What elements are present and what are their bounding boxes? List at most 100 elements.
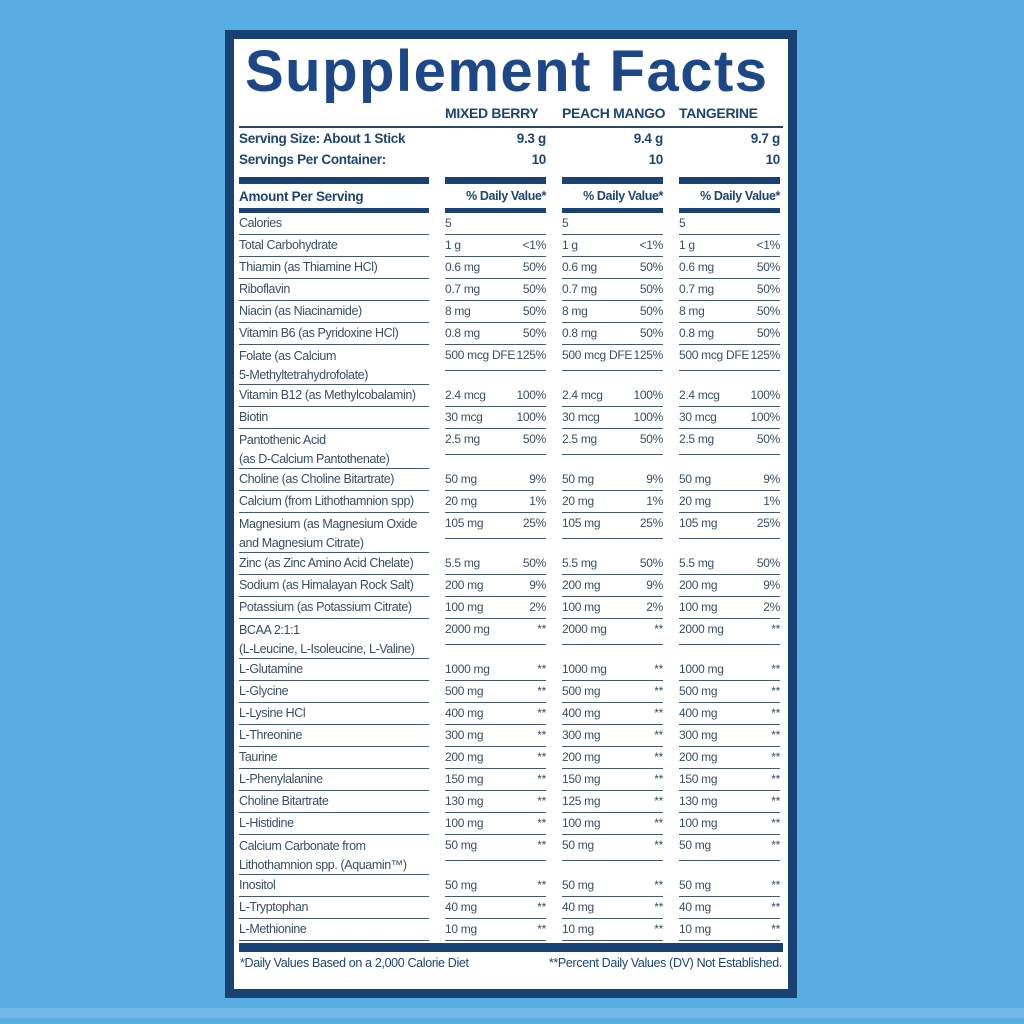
nutrient-name: Inositol <box>239 875 429 897</box>
amount-value: 40 mg <box>679 900 711 914</box>
nutrient-value-tangerine: 2.4 mcg 100% <box>679 385 780 407</box>
amount-value: 0.6 mg <box>562 260 597 274</box>
daily-value-percent: ** <box>654 878 663 892</box>
daily-value-percent: 25% <box>756 516 780 530</box>
nutrient-value-peach-mango: 50 mg ** <box>562 875 663 897</box>
amount-value: 8 mg <box>679 304 705 318</box>
amount-value: 0.7 mg <box>679 282 714 296</box>
serving-value-tangerine: 9.7 g <box>750 131 781 146</box>
nutrient-name: L-Phenylalanine <box>239 769 429 791</box>
amount-value: 105 mg <box>445 516 484 530</box>
daily-value-percent: ** <box>537 662 546 676</box>
daily-value-percent: ** <box>771 922 780 936</box>
amount-value: 40 mg <box>445 900 477 914</box>
nutrient-value-tangerine: 0.7 mg 50% <box>679 279 780 301</box>
amount-value: 1000 mg <box>562 662 607 676</box>
amount-value: 1 g <box>679 238 695 252</box>
amount-value: 1 g <box>445 238 461 252</box>
bottom-divider-bar <box>239 943 783 952</box>
nutrient-value-tangerine: 30 mcg 100% <box>679 407 780 429</box>
amount-value: 5 <box>445 216 452 230</box>
daily-value-percent: 50% <box>522 304 546 318</box>
nutrient-value-tangerine: 100 mg ** <box>679 813 780 835</box>
daily-value-percent: ** <box>654 816 663 830</box>
flavor-header-peach-mango: PEACH MANGO <box>562 105 666 121</box>
daily-value-percent: 2% <box>529 600 546 614</box>
daily-value-percent: ** <box>771 838 780 852</box>
amount-value: 300 mg <box>445 728 484 742</box>
nutrient-name: Zinc (as Zinc Amino Acid Chelate) <box>239 553 429 575</box>
amount-value: 20 mg <box>562 494 594 508</box>
amount-value: 5.5 mg <box>562 556 597 570</box>
amount-value: 150 mg <box>445 772 484 786</box>
nutrient-row-calcium-carbonate-from: Calcium Carbonate from Lithothamnion spp… <box>239 835 783 875</box>
nutrient-value-tangerine: 2.5 mg 50% <box>679 429 780 455</box>
daily-value-percent: 125% <box>750 348 781 362</box>
nutrient-value-mixed-berry: 40 mg ** <box>445 897 546 919</box>
daily-value-percent: ** <box>654 750 663 764</box>
nutrient-value-tangerine: 100 mg 2% <box>679 597 780 619</box>
amount-per-serving-row: Amount Per Serving % Daily Value* % Daily … <box>239 184 783 208</box>
nutrient-row-vitamin-b12-as-methylcobalamin: Vitamin B12 (as Methylcobalamin) 2.4 mcg 1… <box>239 385 783 407</box>
nutrient-row-l-methionine: L-Methionine 10 mg ** 10 mg ** 10 mg ** <box>239 919 783 941</box>
daily-value-percent: 50% <box>756 260 780 274</box>
nutrient-value-mixed-berry: 8 mg 50% <box>445 301 546 323</box>
nutrient-value-peach-mango: 105 mg 25% <box>562 513 663 539</box>
amount-value: 5 <box>562 216 569 230</box>
nutrient-value-tangerine: 0.6 mg 50% <box>679 257 780 279</box>
amount-value: 1 g <box>562 238 578 252</box>
daily-value-percent: ** <box>537 816 546 830</box>
nutrient-value-tangerine: 50 mg 9% <box>679 469 780 491</box>
nutrient-name: Sodium (as Himalayan Rock Salt) <box>239 575 429 597</box>
nutrient-value-peach-mango: 5.5 mg 50% <box>562 553 663 575</box>
daily-value-percent: ** <box>771 878 780 892</box>
amount-value: 500 mcg DFE <box>562 348 633 362</box>
amount-value: 200 mg <box>445 750 484 764</box>
nutrient-value-tangerine: 50 mg ** <box>679 875 780 897</box>
nutrient-name: Riboflavin <box>239 279 429 301</box>
amount-value: 1000 mg <box>445 662 490 676</box>
daily-value-percent: 1% <box>646 494 663 508</box>
daily-value-percent: <1% <box>756 238 781 252</box>
daily-value-percent: 50% <box>639 326 663 340</box>
nutrient-row-l-tryptophan: L-Tryptophan 40 mg ** 40 mg ** 40 mg ** <box>239 897 783 919</box>
amount-value: 50 mg <box>562 878 594 892</box>
amount-value: 100 mg <box>679 600 718 614</box>
daily-value-percent: ** <box>537 794 546 808</box>
nutrient-value-tangerine: 105 mg 25% <box>679 513 780 539</box>
nutrient-name: Calcium Carbonate from Lithothamnion spp… <box>239 835 429 875</box>
amount-value: 500 mg <box>445 684 484 698</box>
serving-value-peach-mango: 10 <box>648 152 664 167</box>
daily-value-percent: ** <box>654 900 663 914</box>
amount-value: 50 mg <box>445 838 477 852</box>
daily-value-percent: 100% <box>633 410 664 424</box>
daily-value-percent: 50% <box>756 556 780 570</box>
nutrient-row-thiamin-as-thiamine-hcl: Thiamin (as Thiamine HCl) 0.6 mg 50% 0.6 mg… <box>239 257 783 279</box>
amount-value: 500 mg <box>562 684 601 698</box>
nutrient-value-peach-mango: 1 g <1% <box>562 235 663 257</box>
divider-bar-segment <box>679 177 780 184</box>
nutrient-row-l-threonine: L-Threonine 300 mg ** 300 mg ** 300 mg ** <box>239 725 783 747</box>
amount-value: 500 mcg DFE <box>679 348 750 362</box>
divider-bar-segment <box>445 177 546 184</box>
nutrient-row-sodium-as-himalayan-rock-salt: Sodium (as Himalayan Rock Salt) 200 mg 9% 2… <box>239 575 783 597</box>
amount-value: 100 mg <box>445 600 484 614</box>
amount-value: 50 mg <box>445 878 477 892</box>
divider-bar-segment <box>239 208 429 213</box>
nutrient-value-tangerine: 400 mg ** <box>679 703 780 725</box>
nutrient-value-peach-mango: 1000 mg ** <box>562 659 663 681</box>
nutrient-table: Calories 5 5 5 Total Carbohydrate 1 g <1% 1 g <1… <box>239 213 783 941</box>
amount-value: 200 mg <box>445 578 484 592</box>
amount-value: 150 mg <box>679 772 718 786</box>
nutrient-value-mixed-berry: 105 mg 25% <box>445 513 546 539</box>
amount-value: 5.5 mg <box>679 556 714 570</box>
daily-value-percent: 25% <box>639 516 663 530</box>
amount-value: 105 mg <box>562 516 601 530</box>
daily-value-percent: ** <box>654 728 663 742</box>
nutrient-name: Niacin (as Niacinamide) <box>239 301 429 323</box>
nutrient-value-peach-mango: 50 mg 9% <box>562 469 663 491</box>
nutrient-value-mixed-berry: 2000 mg ** <box>445 619 546 645</box>
nutrient-value-mixed-berry: 130 mg ** <box>445 791 546 813</box>
amount-value: 10 mg <box>679 922 711 936</box>
nutrient-value-mixed-berry: 50 mg ** <box>445 875 546 897</box>
